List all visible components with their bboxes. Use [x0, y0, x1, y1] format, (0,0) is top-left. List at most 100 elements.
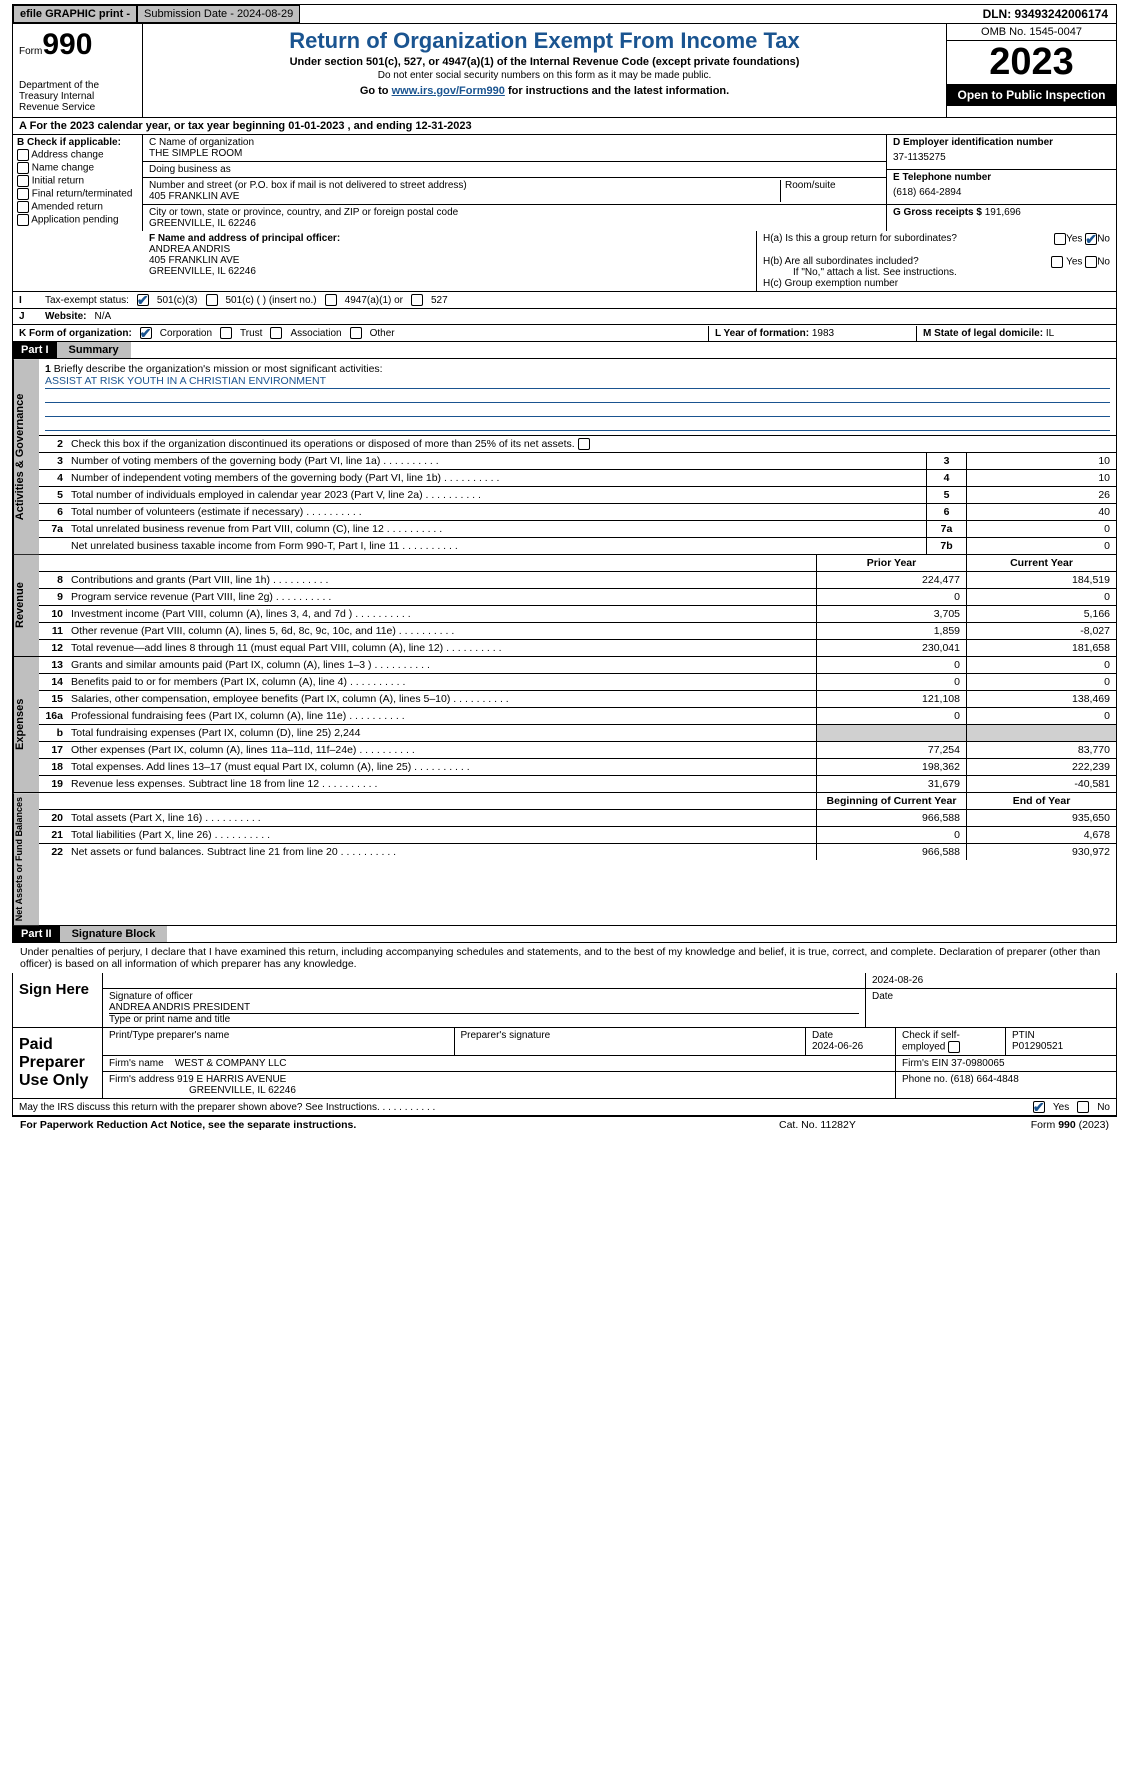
hb-label: H(b) Are all subordinates included? — [763, 256, 919, 267]
checkbox-self-employed[interactable] — [948, 1041, 960, 1053]
form-header: Form990 Department of the Treasury Inter… — [12, 24, 1117, 118]
dept-treasury: Department of the Treasury Internal Reve… — [19, 80, 136, 113]
sign-date: 2024-08-26 — [866, 973, 1116, 988]
phone: (618) 664-2894 — [893, 183, 1110, 202]
hc-label: H(c) Group exemption number — [763, 278, 1110, 289]
section-b: B Check if applicable: Address change Na… — [13, 135, 143, 231]
part1-header: Part I — [13, 342, 57, 358]
sign-date-label: Date — [866, 989, 1116, 1027]
open-inspection: Open to Public Inspection — [947, 84, 1116, 106]
domicile: IL — [1046, 328, 1054, 339]
officer-city: GREENVILLE, IL 62246 — [149, 266, 750, 277]
beg-year-hdr: Beginning of Current Year — [816, 793, 966, 809]
paid-preparer-label: Paid Preparer Use Only — [13, 1028, 103, 1098]
sign-here-label: Sign Here — [13, 973, 103, 1027]
checkbox-initial-return[interactable] — [17, 175, 29, 187]
prior-year-hdr: Prior Year — [816, 555, 966, 571]
checkbox-discontinued[interactable] — [578, 438, 590, 450]
part1-label: Summary — [57, 342, 131, 358]
checkbox-final-return[interactable] — [17, 188, 29, 200]
c-name-label: C Name of organization — [149, 137, 880, 148]
form-title: Return of Organization Exempt From Incom… — [147, 28, 942, 54]
sig-declaration: Under penalties of perjury, I declare th… — [12, 943, 1117, 973]
m-label: M State of legal domicile: — [923, 328, 1043, 339]
topbar: efile GRAPHIC print - Submission Date - … — [12, 4, 1117, 24]
checkbox-discuss-yes[interactable] — [1033, 1101, 1045, 1113]
print-name-label: Print/Type preparer's name — [103, 1028, 455, 1055]
submission-date: Submission Date - 2024-08-29 — [137, 5, 300, 23]
website: N/A — [95, 311, 112, 322]
year-formation: 1983 — [812, 328, 834, 339]
ptin: P01290521 — [1012, 1041, 1063, 1052]
f-officer-label: F Name and address of principal officer: — [149, 233, 340, 244]
checkbox-corp[interactable] — [140, 327, 152, 339]
firm-phone: (618) 664-4848 — [950, 1074, 1018, 1085]
prep-date: 2024-06-26 — [812, 1041, 863, 1052]
form-label: Form — [19, 46, 42, 57]
checkbox-name-change[interactable] — [17, 162, 29, 174]
checkbox-discuss-no[interactable] — [1077, 1101, 1089, 1113]
checkbox-527[interactable] — [411, 294, 423, 306]
checkbox-501c3[interactable] — [137, 294, 149, 306]
dln: DLN: 93493242006174 — [975, 5, 1116, 23]
gross-receipts: 191,696 — [985, 207, 1021, 218]
room-label: Room/suite — [780, 180, 880, 202]
org-name: THE SIMPLE ROOM — [149, 148, 880, 159]
current-year-hdr: Current Year — [966, 555, 1116, 571]
officer-name: ANDREA ANDRIS — [149, 244, 750, 255]
firm-addr1: 919 E HARRIS AVENUE — [177, 1074, 286, 1085]
i-label: Tax-exempt status: — [45, 295, 129, 306]
checkbox-501c[interactable] — [206, 294, 218, 306]
sig-officer-label: Signature of officer — [109, 991, 859, 1002]
form-link-row: Go to www.irs.gov/Form990 for instructio… — [147, 85, 942, 97]
k-label: K Form of organization: — [19, 328, 132, 339]
officer-sign-name: ANDREA ANDRIS PRESIDENT — [109, 1002, 859, 1014]
g-receipts-label: G Gross receipts $ — [893, 207, 982, 218]
hb-note: If "No," attach a list. See instructions… — [763, 267, 1110, 278]
checkbox-assoc[interactable] — [270, 327, 282, 339]
omb-number: OMB No. 1545-0047 — [947, 24, 1116, 41]
d-ein-label: D Employer identification number — [893, 137, 1110, 148]
form-subtitle: Under section 501(c), 527, or 4947(a)(1)… — [147, 56, 942, 68]
checkbox-address-change[interactable] — [17, 149, 29, 161]
irs-link[interactable]: www.irs.gov/Form990 — [392, 85, 505, 97]
vtab-expenses: Expenses — [13, 657, 39, 792]
form-note: Do not enter social security numbers on … — [147, 70, 942, 81]
vtab-revenue: Revenue — [13, 555, 39, 656]
firm-addr2: GREENVILLE, IL 62246 — [109, 1085, 296, 1096]
checkbox-amended[interactable] — [17, 201, 29, 213]
ha-label: H(a) Is this a group return for subordin… — [763, 233, 957, 244]
mission-q: Briefly describe the organization's miss… — [54, 363, 383, 375]
line2: Check this box if the organization disco… — [67, 436, 1116, 452]
e-phone-label: E Telephone number — [893, 172, 1110, 183]
vtab-governance: Activities & Governance — [13, 359, 39, 554]
tax-year: 2023 — [947, 41, 1116, 84]
prep-sig-label: Preparer's signature — [455, 1028, 807, 1055]
firm-ein: 37-0980065 — [951, 1058, 1004, 1069]
type-name-label: Type or print name and title — [109, 1014, 859, 1025]
footer-form: Form 990 (2023) — [979, 1119, 1109, 1131]
street: 405 FRANKLIN AVE — [149, 191, 780, 202]
city-label: City or town, state or province, country… — [149, 207, 880, 218]
ein: 37-1135275 — [893, 148, 1110, 167]
checkbox-sub-yes[interactable] — [1051, 256, 1063, 268]
checkbox-other[interactable] — [350, 327, 362, 339]
j-label: Website: — [45, 311, 87, 322]
checkbox-application-pending[interactable] — [17, 214, 29, 226]
city: GREENVILLE, IL 62246 — [149, 218, 880, 229]
officer-street: 405 FRANKLIN AVE — [149, 255, 750, 266]
street-label: Number and street (or P.O. box if mail i… — [149, 180, 780, 191]
dba-label: Doing business as — [143, 162, 886, 178]
l-label: L Year of formation: — [715, 328, 809, 339]
end-year-hdr: End of Year — [966, 793, 1116, 809]
tax-period: A For the 2023 calendar year, or tax yea… — [12, 118, 1117, 135]
checkbox-4947[interactable] — [325, 294, 337, 306]
checkbox-group-no[interactable] — [1085, 233, 1097, 245]
checkbox-trust[interactable] — [220, 327, 232, 339]
vtab-netassets: Net Assets or Fund Balances — [13, 793, 39, 925]
checkbox-group-yes[interactable] — [1054, 233, 1066, 245]
footer-paperwork: For Paperwork Reduction Act Notice, see … — [20, 1119, 779, 1131]
firm-name: WEST & COMPANY LLC — [175, 1058, 287, 1069]
checkbox-sub-no[interactable] — [1085, 256, 1097, 268]
efile-print-button[interactable]: efile GRAPHIC print - — [13, 5, 137, 23]
